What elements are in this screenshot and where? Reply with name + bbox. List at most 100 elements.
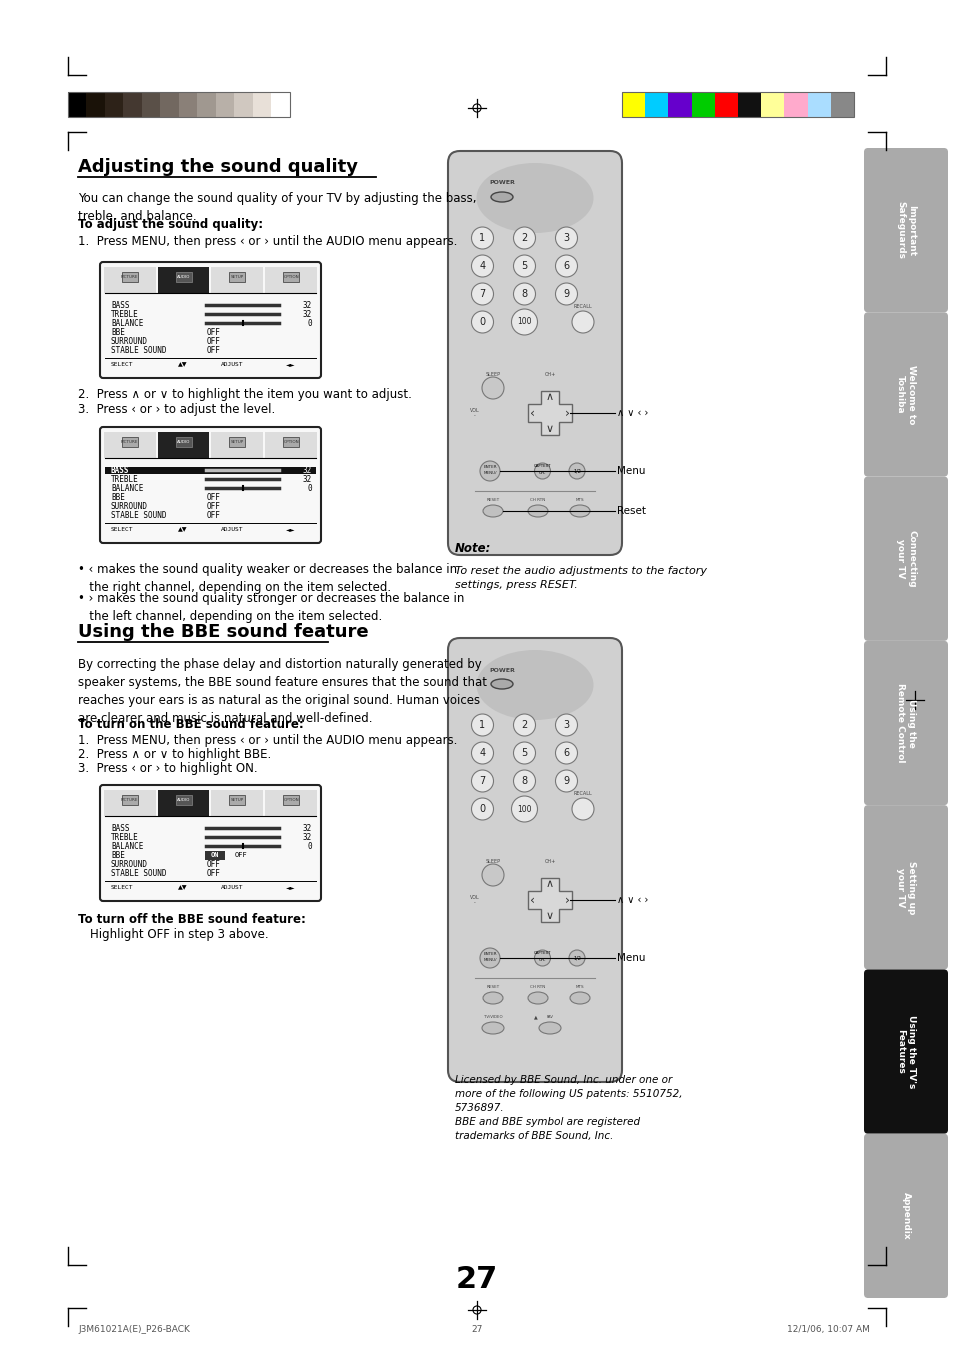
Text: VOL
-: VOL - bbox=[470, 894, 479, 905]
Text: SLEEP: SLEEP bbox=[485, 859, 500, 865]
Bar bbox=[179, 92, 197, 118]
Text: TREBLE: TREBLE bbox=[111, 476, 138, 484]
Text: PICTURE: PICTURE bbox=[121, 276, 138, 280]
Text: • ‹ makes the sound quality weaker or decreases the balance in
   the right chan: • ‹ makes the sound quality weaker or de… bbox=[78, 563, 456, 594]
Bar bbox=[157, 790, 210, 816]
Circle shape bbox=[471, 282, 493, 305]
Text: SURROUND: SURROUND bbox=[111, 859, 148, 869]
Bar bbox=[105, 467, 315, 474]
Circle shape bbox=[555, 742, 577, 765]
Circle shape bbox=[572, 798, 594, 820]
Circle shape bbox=[479, 948, 499, 969]
Text: AUDIO: AUDIO bbox=[176, 276, 190, 280]
Text: SURROUND: SURROUND bbox=[111, 501, 148, 511]
Bar bbox=[68, 92, 290, 118]
Bar bbox=[621, 92, 644, 118]
Circle shape bbox=[471, 255, 493, 277]
Bar bbox=[714, 92, 738, 118]
Bar bbox=[157, 267, 210, 293]
Bar bbox=[122, 272, 138, 282]
Text: By correcting the phase delay and distortion naturally generated by
speaker syst: By correcting the phase delay and distor… bbox=[78, 658, 486, 725]
Bar bbox=[122, 794, 138, 805]
Text: ∧ ∨ ‹ ›: ∧ ∨ ‹ › bbox=[617, 894, 648, 905]
Text: PICTURE: PICTURE bbox=[121, 798, 138, 802]
Bar bbox=[212, 432, 263, 458]
Text: CH-: CH- bbox=[538, 958, 546, 962]
Text: RECALL: RECALL bbox=[573, 304, 592, 309]
Circle shape bbox=[471, 798, 493, 820]
Text: Using the BBE sound feature: Using the BBE sound feature bbox=[78, 623, 368, 640]
Text: 0: 0 bbox=[307, 842, 312, 851]
Circle shape bbox=[555, 282, 577, 305]
Circle shape bbox=[555, 770, 577, 792]
Circle shape bbox=[555, 713, 577, 736]
Text: J3M61021A(E)_P26-BACK: J3M61021A(E)_P26-BACK bbox=[78, 1325, 190, 1333]
Text: STABLE SOUND: STABLE SOUND bbox=[111, 511, 167, 520]
Circle shape bbox=[513, 282, 535, 305]
Text: Adjusting the sound quality: Adjusting the sound quality bbox=[78, 158, 357, 176]
Text: 3.  Press ‹ or › to highlight ON.: 3. Press ‹ or › to highlight ON. bbox=[78, 762, 257, 775]
Text: OFF: OFF bbox=[206, 336, 220, 346]
Text: CAPTEXT: CAPTEXT bbox=[533, 463, 551, 467]
FancyBboxPatch shape bbox=[863, 477, 947, 640]
Text: ‹: ‹ bbox=[530, 893, 535, 907]
Text: ◄►: ◄► bbox=[286, 885, 294, 890]
Circle shape bbox=[534, 950, 550, 966]
Text: 1.  Press MENU, then press ‹ or › until the AUDIO menu appears.: 1. Press MENU, then press ‹ or › until t… bbox=[78, 734, 456, 747]
Circle shape bbox=[568, 950, 584, 966]
Text: 1/2: 1/2 bbox=[573, 469, 580, 473]
Ellipse shape bbox=[569, 992, 589, 1004]
Bar bbox=[265, 790, 316, 816]
Text: 5: 5 bbox=[521, 748, 527, 758]
Text: 6: 6 bbox=[563, 261, 569, 272]
Bar bbox=[283, 794, 299, 805]
Text: ›: › bbox=[564, 407, 569, 420]
Text: Setting up
your TV: Setting up your TV bbox=[895, 861, 915, 915]
Bar bbox=[212, 790, 263, 816]
Text: ∧: ∧ bbox=[545, 392, 554, 403]
Text: 100: 100 bbox=[517, 804, 531, 813]
FancyBboxPatch shape bbox=[100, 785, 320, 901]
Text: To turn off the BBE sound feature:: To turn off the BBE sound feature: bbox=[78, 913, 306, 925]
Ellipse shape bbox=[527, 505, 547, 517]
Text: OFF: OFF bbox=[206, 511, 220, 520]
Text: ENTER: ENTER bbox=[482, 952, 497, 957]
Bar bbox=[644, 92, 668, 118]
Bar bbox=[668, 92, 691, 118]
Text: ∧ ∨ ‹ ›: ∧ ∨ ‹ › bbox=[617, 408, 648, 417]
FancyBboxPatch shape bbox=[863, 312, 947, 477]
Text: Reset: Reset bbox=[617, 507, 645, 516]
Bar bbox=[104, 790, 155, 816]
Text: 0: 0 bbox=[307, 319, 312, 328]
Text: VOL
-: VOL - bbox=[470, 408, 479, 419]
Text: OPTION: OPTION bbox=[283, 276, 298, 280]
FancyBboxPatch shape bbox=[863, 149, 947, 312]
Text: OFF: OFF bbox=[206, 869, 220, 878]
Circle shape bbox=[511, 796, 537, 821]
Bar bbox=[229, 436, 245, 447]
Text: AUDIO: AUDIO bbox=[176, 440, 190, 444]
Text: 0: 0 bbox=[307, 484, 312, 493]
Ellipse shape bbox=[481, 1021, 503, 1034]
Text: SELECT: SELECT bbox=[111, 527, 133, 532]
Circle shape bbox=[555, 227, 577, 249]
Text: 32: 32 bbox=[302, 476, 312, 484]
Text: Using the
Remote Control: Using the Remote Control bbox=[895, 684, 915, 763]
Text: CH RTN: CH RTN bbox=[530, 499, 545, 503]
Text: AUDIO: AUDIO bbox=[176, 798, 190, 802]
Text: Using the TV's
Features: Using the TV's Features bbox=[895, 1015, 915, 1089]
Text: MTS: MTS bbox=[575, 499, 583, 503]
Ellipse shape bbox=[569, 505, 589, 517]
Text: 1.  Press MENU, then press ‹ or › until the AUDIO menu appears.: 1. Press MENU, then press ‹ or › until t… bbox=[78, 235, 456, 249]
Bar bbox=[123, 92, 142, 118]
Text: Menu: Menu bbox=[617, 952, 645, 963]
Text: CH+: CH+ bbox=[544, 859, 555, 865]
Text: BBE: BBE bbox=[111, 493, 125, 501]
Text: 32: 32 bbox=[302, 301, 312, 309]
Bar bbox=[283, 272, 299, 282]
Circle shape bbox=[513, 742, 535, 765]
Text: 6: 6 bbox=[563, 748, 569, 758]
Circle shape bbox=[471, 311, 493, 332]
Text: OFF: OFF bbox=[206, 493, 220, 501]
Bar bbox=[215, 92, 234, 118]
